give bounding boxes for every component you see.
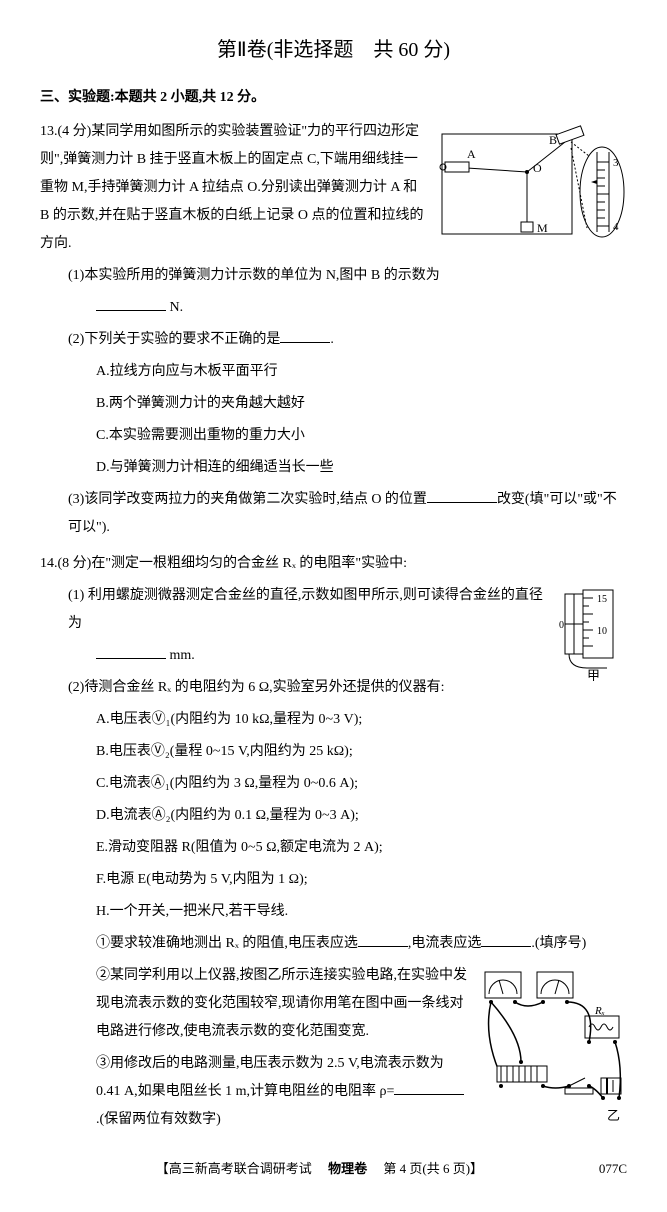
q13-figure: O A B C M 3 4 xyxy=(437,122,627,252)
q14-inst-h: H.一个开关,一把米尺,若干导线. xyxy=(40,898,627,926)
q14-s3-a: ③用修改后的电路测量,电压表示数为 2.5 V,电流表示数为0.41 A,如果电… xyxy=(96,1056,444,1099)
q14-inst-c: C.电流表Ⓐ₁(内阻约为 3 Ω,量程为 0~0.6 A); xyxy=(40,770,627,798)
footer-code: 077C xyxy=(599,1156,627,1182)
svg-text:15: 15 xyxy=(597,594,607,605)
q13-opt-a: A.拉线方向应与木板平面平行 xyxy=(40,358,627,386)
q13-2: (2)下列关于实验的要求不正确的是. xyxy=(40,326,627,354)
q14-s1-blank1[interactable] xyxy=(358,932,408,947)
svg-text:乙: 乙 xyxy=(607,1108,620,1123)
q14-s1-c: .(填序号) xyxy=(531,936,586,951)
q14-inst-e: E.滑动变阻器 R(阻值为 0~5 Ω,额定电流为 2 A); xyxy=(40,834,627,862)
q13-3: (3)该同学改变两拉力的夹角做第二次实验时,结点 O 的位置改变(填"可以"或"… xyxy=(40,486,627,542)
q14-s1-blank2[interactable] xyxy=(481,932,531,947)
footer-left: 【高三新高考联合调研考试 xyxy=(156,1161,312,1176)
q14-inst-f: F.电源 E(电动势为 5 V,内阻为 1 Ω); xyxy=(40,866,627,894)
q14-2: (2)待测合金丝 Rₓ 的电阻约为 6 Ω,实验室另外还提供的仪器有: xyxy=(40,674,627,702)
q14-s1-a: ①要求较准确地测出 Rₓ 的阻值,电压表应选 xyxy=(96,936,358,951)
q14-inst-d: D.电流表Ⓐ₂(内阻约为 0.1 Ω,量程为 0~3 A); xyxy=(40,802,627,830)
q13-3-blank[interactable] xyxy=(427,488,497,503)
footer-right: 第 4 页(共 6 页)】 xyxy=(383,1161,483,1176)
q13-1-blank-row: N. xyxy=(40,294,627,322)
svg-text:Rₓ: Rₓ xyxy=(594,1005,605,1017)
svg-text:0: 0 xyxy=(559,620,564,631)
q14-1-blank-row: mm. xyxy=(40,642,627,670)
q14-stem: 14.(8 分)在"测定一根粗细均匀的合金丝 Rₓ 的电阻率"实验中: xyxy=(40,550,627,578)
q13-opt-c: C.本实验需要测出重物的重力大小 xyxy=(40,422,627,450)
q14-1: (1) 利用螺旋测微器测定合金丝的直径,示数如图甲所示,则可读得合金丝的直径为 xyxy=(40,582,627,638)
q13-2-dot: . xyxy=(330,332,334,347)
q13-1-blank[interactable] xyxy=(96,296,166,311)
q14-1-unit: mm. xyxy=(166,648,195,663)
svg-text:3: 3 xyxy=(613,157,619,169)
q14-figure-yi: Rₓ 乙 xyxy=(477,966,627,1126)
q14-1-text-a: (1) 利用螺旋测微器测定合金丝的直径,示数如图甲所示,则可读得合金丝的直径为 xyxy=(68,588,543,631)
q14-inst-b: B.电压表Ⓥ₂(量程 0~15 V,内阻约为 25 kΩ); xyxy=(40,738,627,766)
q13-1-unit: N. xyxy=(166,300,183,315)
q14-s3-b: .(保留两位有效数字) xyxy=(96,1112,221,1127)
q13-3-text-a: (3)该同学改变两拉力的夹角做第二次实验时,结点 O 的位置 xyxy=(68,492,427,507)
q14-figure-jia: 0 15 10 甲 xyxy=(557,586,627,681)
q13-2-blank[interactable] xyxy=(280,328,330,343)
part-title: 第Ⅱ卷(非选择题 共 60 分) xyxy=(40,30,627,70)
q14-1-blank[interactable] xyxy=(96,644,166,659)
q13-opt-d: D.与弹簧测力计相连的细绳适当长一些 xyxy=(40,454,627,482)
q13-opt-b: B.两个弹簧测力计的夹角越大越好 xyxy=(40,390,627,418)
q14-s3-blank[interactable] xyxy=(394,1080,464,1095)
q13-1: (1)本实验所用的弹簧测力计示数的单位为 N,图中 B 的示数为 xyxy=(40,262,627,290)
q14-inst-a: A.电压表Ⓥ₁(内阻约为 10 kΩ,量程为 0~3 V); xyxy=(40,706,627,734)
q13-1-text-a: (1)本实验所用的弹簧测力计示数的单位为 N,图中 B 的示数为 xyxy=(68,268,440,283)
svg-text:4: 4 xyxy=(613,221,619,233)
label-A: A xyxy=(467,147,476,161)
q14-sub1: ①要求较准确地测出 Rₓ 的阻值,电压表应选 ,电流表应选 .(填序号) xyxy=(40,930,627,958)
svg-text:甲: 甲 xyxy=(587,668,600,681)
svg-text:10: 10 xyxy=(597,626,607,637)
label-M: M xyxy=(537,221,548,235)
page-footer: 【高三新高考联合调研考试 物理卷 第 4 页(共 6 页)】 077C xyxy=(40,1156,627,1182)
q13-2-text: (2)下列关于实验的要求不正确的是 xyxy=(68,332,280,347)
q14-s1-b: ,电流表应选 xyxy=(408,936,482,951)
section-3-heading: 三、实验题:本题共 2 小题,共 12 分。 xyxy=(40,84,627,112)
footer-mid: 物理卷 xyxy=(328,1161,367,1176)
